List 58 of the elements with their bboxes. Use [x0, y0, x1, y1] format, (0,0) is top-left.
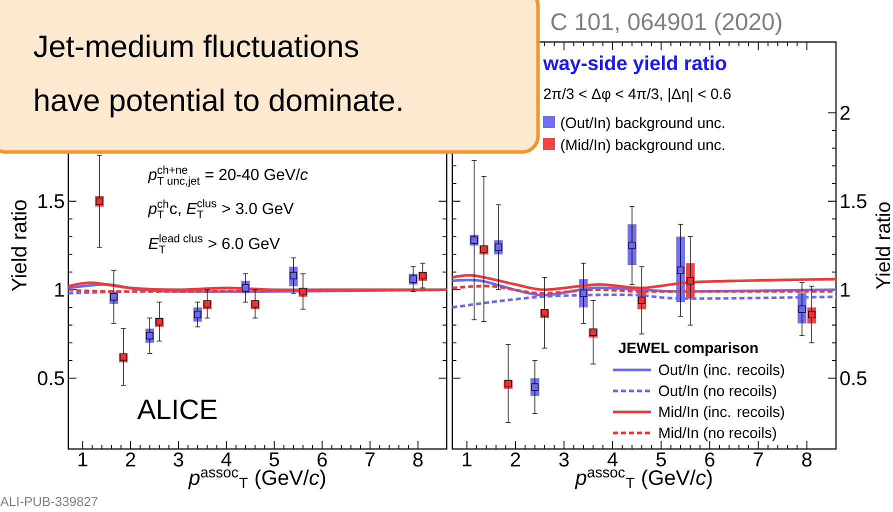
- legend-label: (Out/In) background unc.: [561, 117, 724, 132]
- legend-title: JEWEL comparison: [618, 342, 758, 356]
- point: [242, 284, 250, 292]
- y-axis-title: Yield ratio: [11, 200, 26, 292]
- annotation: have potential to dominate.: [35, 88, 402, 118]
- x-axis-title: p$^{assoc}$$_{T}$ (GeV/c): [574, 469, 712, 490]
- point: [798, 306, 806, 313]
- point: [494, 244, 502, 251]
- x-tick-label: 8: [802, 452, 812, 467]
- point: [580, 290, 588, 297]
- point: [628, 242, 636, 250]
- point: [110, 293, 118, 300]
- x-tick-label: 4: [608, 452, 618, 466]
- point: [808, 310, 816, 318]
- x-tick-label: 4: [221, 452, 232, 466]
- x-axis-title: p$^{assoc}$$_{T}$ (GeV/c): [188, 469, 326, 490]
- x-tick-label: 5: [656, 452, 666, 466]
- point: [146, 332, 154, 340]
- x-tick-label: 1: [78, 452, 88, 466]
- point: [531, 383, 539, 391]
- x-tick-label: 7: [754, 452, 763, 466]
- x-tick-label: 6: [318, 452, 327, 467]
- annotation: $\textit{E}^{\text{lead clus}}_{\text{T}}\text{ > 6.0 GeV}$: [148, 234, 280, 254]
- legend-label: Out/In (inc. recoils): [658, 364, 784, 378]
- x-tick-label: 1: [462, 452, 472, 466]
- x-tick-label: 3: [174, 452, 184, 467]
- x-tick-label: 7: [366, 452, 375, 466]
- legend-label: (Mid/In) background unc.: [561, 139, 724, 154]
- x-tick-label: 8: [413, 452, 423, 467]
- point: [676, 266, 684, 274]
- y-tick-label: 0.5: [38, 371, 64, 386]
- annotation: Jet-medium fluctuations: [34, 34, 358, 58]
- y-tick-label: 1.5: [38, 194, 64, 208]
- annotation: $\textit{p}^{\text{ch}}_{\text{T}}\text{c, }\textit{E}^{\text{clus}}_{\text{T}}\text{ > 3.0 GeV}$: [148, 199, 294, 218]
- legend-label: Out/In (no recoils): [658, 385, 776, 400]
- point: [290, 272, 298, 280]
- legend-label: Mid/In (inc. recoils): [659, 406, 784, 420]
- y-tick-label: 1.5: [841, 194, 866, 208]
- text: way-side yield ratio: [543, 56, 726, 74]
- text: C 101, 064901 (2020): [551, 12, 782, 35]
- y-tick-label: 0.5: [840, 371, 866, 386]
- annotation: $\textit{p}^{\text{ch+ne}}_{\text{T unc,jet}}\text{ = 20-40 GeV/}\textit{c}$: [148, 166, 308, 187]
- y-axis-title: Yield ratio: [876, 202, 890, 289]
- x-tick-label: 6: [705, 452, 714, 467]
- x-tick-label: 5: [270, 452, 279, 466]
- annotation: ALICE: [137, 400, 217, 420]
- legend-label: Mid/In (no recoils): [659, 427, 776, 442]
- x-tick-label: 2: [126, 452, 136, 466]
- x-tick-label: 3: [559, 452, 569, 467]
- point: [686, 277, 694, 285]
- point: [638, 296, 646, 304]
- x-tick-label: 2: [510, 452, 520, 466]
- y-tick-label: 2: [840, 106, 850, 120]
- annotation: 2π/3 < Δφ < 4π/3, |Δη| < 0.6: [544, 88, 731, 102]
- y-tick-label: 1: [55, 282, 64, 297]
- point: [194, 310, 202, 318]
- y-tick-label: 1: [841, 282, 850, 297]
- text: ALI-PUB-339827: [0, 496, 98, 506]
